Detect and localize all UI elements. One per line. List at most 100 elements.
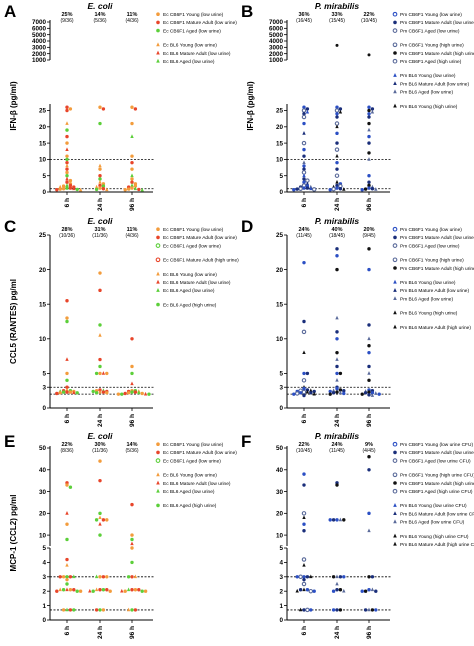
y-tick-label: 20	[276, 267, 284, 274]
data-point	[101, 608, 106, 612]
data-point	[68, 107, 73, 111]
legend-marker	[393, 51, 397, 55]
data-point	[301, 511, 307, 516]
data-point	[335, 183, 339, 188]
data-point	[137, 588, 141, 592]
data-point	[140, 187, 144, 192]
percent-label: 14%	[94, 12, 105, 18]
data-point	[367, 528, 371, 533]
y-tick-label: 5000	[32, 32, 47, 39]
fraction-label: (11/45)	[296, 233, 312, 239]
data-point	[98, 177, 102, 181]
data-point	[65, 160, 69, 165]
legend-label: Pm CB6F1 Young (low urine)	[400, 12, 462, 18]
data-point	[335, 364, 339, 369]
data-point	[130, 546, 134, 550]
y-tick-label: 1	[279, 603, 283, 610]
legend-label: Ec BL6 Aged (low urine)	[163, 59, 215, 65]
data-point	[58, 187, 62, 191]
y-tick-label: 2	[42, 588, 46, 595]
data-point	[367, 390, 371, 394]
data-point	[98, 121, 102, 126]
panel-letter: C	[4, 217, 16, 236]
y-tick-label: 2000	[32, 51, 47, 58]
data-point	[298, 391, 303, 395]
data-point	[335, 337, 339, 341]
data-point	[65, 587, 69, 592]
data-point	[65, 557, 69, 562]
legend-label: Pm BL6 Aged (low urine CFU)	[400, 520, 465, 526]
data-point	[367, 588, 371, 592]
y-tick-label: 5	[42, 371, 46, 378]
fraction-label: (4/45)	[362, 448, 375, 454]
fraction-label: (5/36)	[125, 448, 138, 454]
y-tick-label: 3000	[269, 45, 284, 52]
legend-marker	[156, 472, 160, 477]
data-point	[338, 517, 343, 522]
data-point	[55, 188, 59, 192]
data-point	[120, 392, 124, 396]
y-tick-label: 4	[42, 560, 46, 567]
data-point	[328, 188, 332, 192]
y-tick-label: 20	[39, 267, 47, 274]
data-point	[305, 575, 310, 579]
data-point	[335, 186, 339, 190]
percent-label: 33%	[331, 12, 342, 18]
data-point	[370, 393, 375, 397]
data-point	[65, 390, 69, 394]
data-point	[367, 350, 371, 355]
data-point	[360, 589, 364, 593]
legend-label: Pm CB6F1 Young (low urine)	[400, 227, 462, 233]
data-point	[101, 371, 106, 375]
panel-letter: B	[241, 2, 253, 21]
legend-marker	[393, 279, 397, 284]
data-point	[367, 247, 371, 251]
data-point	[338, 608, 343, 612]
data-point	[298, 574, 303, 580]
data-point	[98, 167, 102, 171]
percent-label: 28%	[61, 227, 72, 233]
data-point	[143, 391, 148, 396]
data-point	[301, 114, 307, 120]
data-point	[130, 364, 134, 369]
legend-marker	[156, 12, 160, 16]
legend-marker	[156, 288, 160, 292]
data-point	[98, 271, 102, 275]
legend-label: Pm CB6F1 Young (high urine)	[400, 258, 464, 264]
legend-label: Ec BL6 Young (low urine)	[163, 43, 217, 49]
data-point	[295, 575, 299, 579]
legend-label: Ec CB6F1 Mature Adult (low urine)	[163, 235, 237, 241]
legend-marker	[393, 450, 397, 455]
data-point	[68, 608, 73, 612]
data-point	[335, 357, 339, 361]
data-point	[302, 160, 306, 165]
y-tick-label: 50	[39, 445, 47, 452]
data-point	[130, 537, 134, 542]
data-point	[301, 389, 307, 395]
chart-title: P. mirabilis	[315, 1, 360, 11]
data-point	[311, 187, 317, 192]
fraction-label: (10/45)	[361, 18, 377, 24]
legend-marker	[392, 42, 398, 48]
data-point	[130, 105, 134, 109]
data-point	[302, 529, 306, 533]
legend-label: Ec CB6F1 Mature Adult (low urine)	[163, 20, 237, 26]
data-point	[298, 588, 303, 592]
y-tick-label: 7000	[269, 19, 284, 26]
data-point	[130, 160, 134, 165]
data-point	[335, 315, 339, 320]
data-point	[302, 131, 306, 135]
legend-marker	[392, 488, 398, 494]
data-point	[65, 522, 69, 526]
fraction-label: (15/45)	[329, 18, 345, 24]
legend-marker	[393, 310, 397, 315]
legend-label: Pm CB6F1 Mature Adult (low urine CFU)	[400, 450, 474, 456]
y-tick-label: 20	[276, 511, 284, 518]
data-point	[301, 108, 307, 113]
data-point	[367, 267, 371, 272]
data-point	[292, 188, 296, 192]
y-tick-label: 4	[279, 560, 283, 567]
data-point	[367, 53, 371, 57]
data-point	[98, 179, 102, 184]
data-point	[367, 336, 371, 341]
